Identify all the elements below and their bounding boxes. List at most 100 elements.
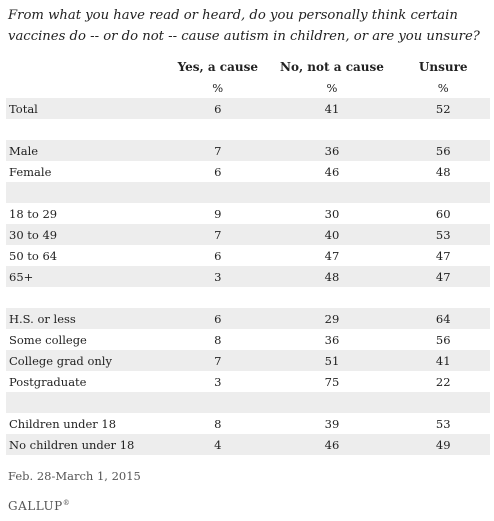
value-cell: 6 <box>214 164 222 179</box>
row-label <box>6 119 168 140</box>
table-row: Children under 18 8 39 53 <box>6 413 490 434</box>
value-cell: 9 <box>214 206 222 221</box>
row-label: Male <box>6 140 169 161</box>
row-label: College grad only <box>6 350 169 371</box>
value-cell: 6 <box>168 308 268 329</box>
table-row: 30 to 49 7 40 53 <box>6 224 490 245</box>
value-cell: 22 <box>435 374 451 389</box>
table-row <box>6 119 490 140</box>
value-cell <box>168 182 268 203</box>
value-cell <box>267 287 396 308</box>
value-cell: 53 <box>435 416 451 431</box>
row-label: 18 to 29 <box>9 206 58 221</box>
row-label <box>6 77 168 98</box>
date-footnote: Feb. 28-March 1, 2015 <box>8 469 141 483</box>
value-cell: 7 <box>168 224 268 245</box>
table-row: Male 7 36 56 <box>6 140 490 161</box>
table-row <box>6 287 490 308</box>
value-cell <box>168 119 267 140</box>
value-cell: 75 <box>324 374 340 389</box>
value-cell: 46 <box>324 164 340 179</box>
table-row <box>6 392 490 413</box>
row-label: 50 to 64 <box>9 248 58 263</box>
table-body: %%% Total 6 41 52 Male 7 36 56 Female 6 46 48 18 to 2… <box>6 77 490 455</box>
value-cell: 40 <box>267 224 397 245</box>
value-cell: 47 <box>324 248 340 263</box>
row-label: Some college <box>9 332 87 347</box>
table-row: Total 6 41 52 <box>6 98 490 119</box>
value-cell <box>267 119 396 140</box>
value-cell: 3 <box>168 266 268 287</box>
value-cell: 7 <box>168 350 268 371</box>
row-label <box>6 182 169 203</box>
value-cell: 56 <box>396 140 490 161</box>
value-cell: 47 <box>435 248 451 263</box>
value-cell <box>396 182 490 203</box>
value-cell: 8 <box>214 332 222 347</box>
value-cell: 64 <box>396 308 490 329</box>
value-cell: % <box>212 80 224 95</box>
table-row: No children under 18 4 46 49 <box>6 434 490 455</box>
table-row: Female 6 46 48 <box>6 161 490 182</box>
table-row: 50 to 64 6 47 47 <box>6 245 490 266</box>
header-cell: No, not a cause <box>279 59 384 74</box>
row-label: 30 to 49 <box>6 224 169 245</box>
header-row: Yes, a cause No, not a cause Unsure <box>6 56 490 77</box>
value-cell: 39 <box>324 416 340 431</box>
value-cell: 29 <box>267 308 397 329</box>
brand-name: GALLUP <box>8 499 63 513</box>
header-cell: Unsure <box>418 59 468 74</box>
table-row <box>6 182 490 203</box>
row-label: H.S. or less <box>6 308 169 329</box>
value-cell <box>396 392 490 413</box>
value-cell: 52 <box>396 98 490 119</box>
value-cell <box>396 119 490 140</box>
value-cell: 8 <box>214 416 222 431</box>
value-cell: 6 <box>168 98 268 119</box>
value-cell: 4 <box>168 434 268 455</box>
value-cell: % <box>437 80 449 95</box>
value-cell: 53 <box>396 224 490 245</box>
row-label <box>6 392 169 413</box>
header-cell: Yes, a cause <box>177 59 258 74</box>
value-cell <box>396 287 490 308</box>
table-row: 65+ 3 48 47 <box>6 266 490 287</box>
row-label: Female <box>9 164 52 179</box>
value-cell: 48 <box>435 164 451 179</box>
value-cell: 60 <box>435 206 451 221</box>
value-cell <box>267 392 397 413</box>
results-table: Yes, a cause No, not a cause Unsure %%% T… <box>6 56 490 455</box>
chart-title: From what you have read or heard, do you… <box>8 8 480 44</box>
row-label: No children under 18 <box>6 434 169 455</box>
table-row: 18 to 29 9 30 60 <box>6 203 490 224</box>
value-cell <box>168 392 268 413</box>
table-row: Postgraduate 3 75 22 <box>6 371 490 392</box>
row-label: Total <box>6 98 169 119</box>
header-cell <box>6 56 168 77</box>
value-cell: 6 <box>214 248 222 263</box>
row-label: 65+ <box>6 266 169 287</box>
value-cell: % <box>326 80 338 95</box>
row-label: Postgraduate <box>9 374 87 389</box>
row-label: Children under 18 <box>9 416 117 431</box>
table-row: College grad only 7 51 41 <box>6 350 490 371</box>
value-cell: 56 <box>435 332 451 347</box>
value-cell: 36 <box>267 140 397 161</box>
value-cell: 36 <box>324 332 340 347</box>
value-cell: 41 <box>396 350 490 371</box>
value-cell <box>168 287 267 308</box>
value-cell: 7 <box>168 140 268 161</box>
table-row: Some college 8 36 56 <box>6 329 490 350</box>
value-cell: 51 <box>267 350 397 371</box>
registered-mark: ® <box>62 499 71 507</box>
value-cell: 30 <box>324 206 340 221</box>
value-cell <box>267 182 397 203</box>
value-cell: 46 <box>267 434 397 455</box>
row-label <box>6 287 168 308</box>
gallup-logo: GALLUP® <box>8 499 70 513</box>
value-cell: 48 <box>267 266 397 287</box>
value-cell: 3 <box>214 374 222 389</box>
table-row: H.S. or less 6 29 64 <box>6 308 490 329</box>
value-cell: 41 <box>267 98 397 119</box>
table-row: %%% <box>6 77 490 98</box>
